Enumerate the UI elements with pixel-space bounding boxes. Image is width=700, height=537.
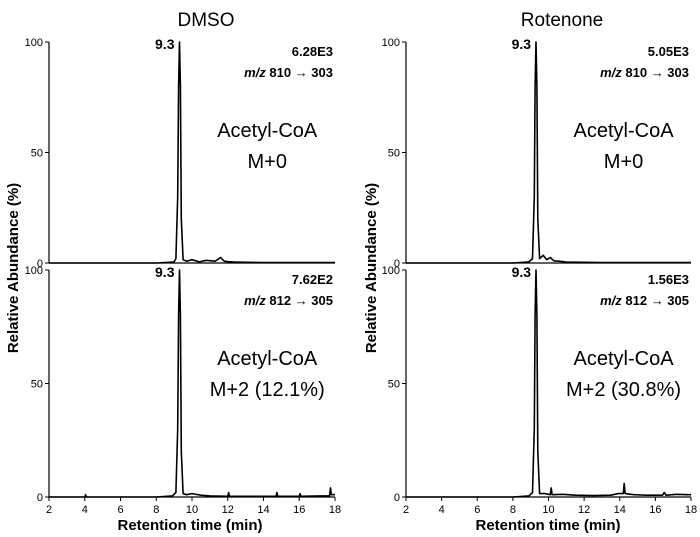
peak-label: 9.3 xyxy=(512,36,532,52)
mz-transition: m/z 810 → 303 xyxy=(600,65,689,80)
x-tick-label: 14 xyxy=(614,504,626,516)
x-tick-label: 10 xyxy=(542,504,554,516)
compound-name: Acetyl-CoA xyxy=(574,348,675,370)
column-title-rotenone: Rotenone xyxy=(521,10,603,31)
chromatogram-trace xyxy=(49,269,335,498)
compound-name: Acetyl-CoA xyxy=(217,348,318,370)
x-tick-label: 4 xyxy=(82,504,88,516)
y-tick-label: 100 xyxy=(382,37,400,49)
x-tick-label: 2 xyxy=(403,504,409,516)
mz-transition: m/z 810 → 303 xyxy=(244,65,333,80)
mz-values: 810 → 303 xyxy=(266,65,333,80)
x-axis-label-right: Retention time (min) xyxy=(476,517,621,534)
x-tick-label: 8 xyxy=(153,504,159,516)
y-tick-label: 0 xyxy=(37,258,43,270)
mz-values: 812 → 305 xyxy=(622,293,689,308)
isotopologue-label: M+0 xyxy=(248,151,287,173)
compound-name: Acetyl-CoA xyxy=(217,120,318,142)
x-tick-label: 6 xyxy=(474,504,480,516)
compound-name: Acetyl-CoA xyxy=(574,120,675,142)
y-tick-label: 0 xyxy=(394,258,400,270)
y-tick-label: 0 xyxy=(37,492,43,504)
x-tick-label: 16 xyxy=(293,504,305,516)
x-tick-label: 14 xyxy=(257,504,269,516)
x-tick-label: 12 xyxy=(578,504,590,516)
x-tick-label: 18 xyxy=(329,504,341,516)
isotopologue-label: M+2 (30.8%) xyxy=(566,379,681,401)
panel-dmso-m2: 100 50 02 4 6 8 10 12 14 16 18 9.3 7.62E2 m/z 812 → 3… xyxy=(25,264,341,516)
peak-label: 9.3 xyxy=(155,264,175,280)
x-tick-label: 2 xyxy=(46,504,52,516)
y-tick-label: 50 xyxy=(388,148,400,160)
chromatogram-trace xyxy=(406,269,691,498)
y-tick-label: 50 xyxy=(31,379,43,391)
mz-values: 812 → 305 xyxy=(266,293,333,308)
x-tick-label: 16 xyxy=(649,504,661,516)
x-tick-label: 12 xyxy=(222,504,234,516)
normalization-level: 1.56E3 xyxy=(648,272,689,287)
mz-prefix: m/z xyxy=(600,65,622,80)
x-tick-label: 8 xyxy=(510,504,516,516)
column-title-dmso: DMSO xyxy=(178,10,235,31)
mz-values: 810 → 303 xyxy=(622,65,689,80)
normalization-level: 7.62E2 xyxy=(292,272,333,287)
x-tick-label: 4 xyxy=(439,504,445,516)
isotopologue-label: M+2 (12.1%) xyxy=(210,379,325,401)
mz-prefix: m/z xyxy=(600,293,622,308)
y-tick-label: 50 xyxy=(31,148,43,160)
normalization-level: 6.28E3 xyxy=(292,44,333,59)
peak-label: 9.3 xyxy=(512,264,532,280)
y-tick-label: 100 xyxy=(25,37,43,49)
panel-dmso-m0: 100 50 0 9.3 6.28E3 m/z 810 → 303 Acetyl-CoA M+… xyxy=(25,36,335,270)
y-tick-label: 50 xyxy=(388,379,400,391)
y-tick-label: 0 xyxy=(394,492,400,504)
y-axis-label-left: Relative Abundance (%) xyxy=(5,183,22,353)
panel-rotenone-m2: 100 50 02 4 6 8 10 12 14 16 18 9.3 1.56E3 m/z 812 → 3… xyxy=(382,264,697,516)
x-tick-label: 10 xyxy=(186,504,198,516)
y-axis-label-right: Relative Abundance (%) xyxy=(363,183,380,353)
x-tick-label: 6 xyxy=(117,504,123,516)
chromatogram-trace xyxy=(406,41,691,264)
mz-prefix: m/z xyxy=(244,293,266,308)
mz-transition: m/z 812 → 305 xyxy=(244,293,333,308)
mz-transition: m/z 812 → 305 xyxy=(600,293,689,308)
peak-label: 9.3 xyxy=(155,36,175,52)
panel-rotenone-m0: 100 50 0 9.3 5.05E3 m/z 810 → 303 Acetyl-CoA M+… xyxy=(382,36,691,270)
chromatogram-trace xyxy=(49,41,335,264)
mz-prefix: m/z xyxy=(244,65,266,80)
y-tick-label: 100 xyxy=(382,265,400,277)
x-tick-label: 18 xyxy=(685,504,697,516)
normalization-level: 5.05E3 xyxy=(648,44,689,59)
x-axis-label-left: Retention time (min) xyxy=(118,517,263,534)
isotopologue-label: M+0 xyxy=(604,151,643,173)
y-tick-label: 100 xyxy=(25,265,43,277)
